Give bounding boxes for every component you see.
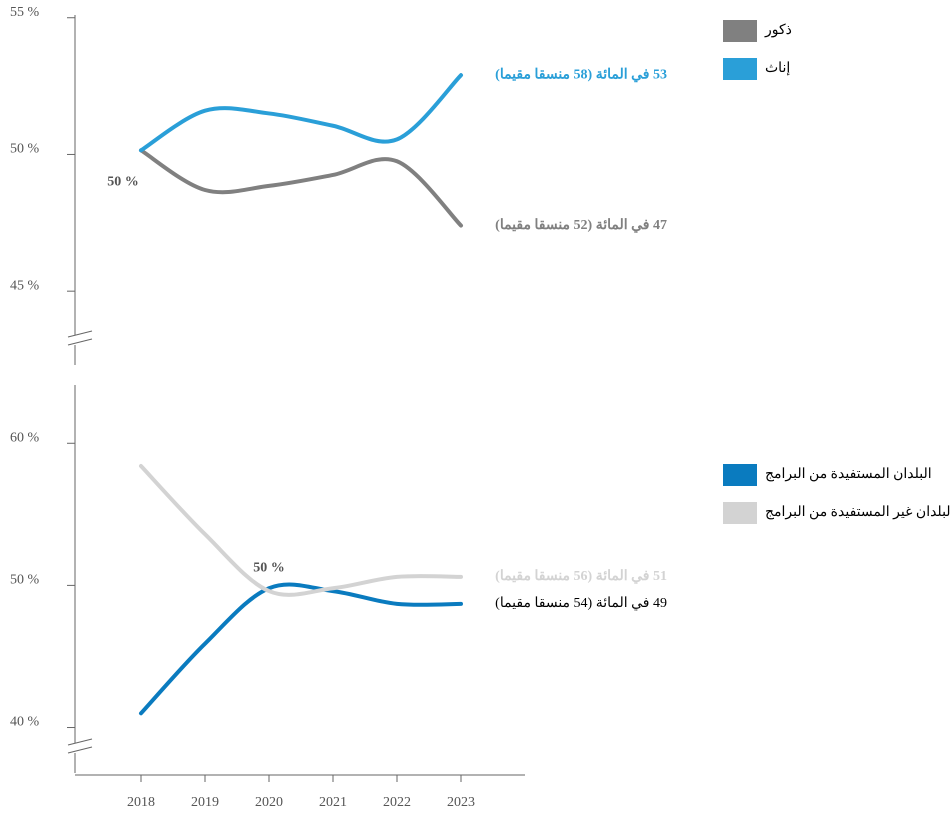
annotation: 50 % bbox=[253, 560, 285, 575]
legend-label: ذكور bbox=[764, 23, 792, 38]
y-tick-label: 40 % bbox=[10, 715, 40, 730]
axis-break bbox=[67, 330, 93, 338]
axis-break bbox=[67, 738, 93, 746]
legend-swatch bbox=[723, 58, 757, 80]
y-tick-label: 50 % bbox=[10, 573, 40, 588]
end-label: 47 في المائة (52 منسقا مقيما) bbox=[495, 218, 667, 233]
y-tick-label: 60 % bbox=[10, 430, 40, 445]
x-tick-label: 2019 bbox=[191, 795, 219, 810]
legend-label: البلدان غير المستفيدة من البرامج bbox=[765, 505, 951, 520]
legend-label: إناث bbox=[765, 61, 790, 76]
y-tick-label: 50 % bbox=[10, 142, 40, 157]
end-label: 51 في المائة (56 منسقا مقيما) bbox=[495, 569, 667, 584]
x-tick-label: 2020 bbox=[255, 795, 283, 810]
end-label: 53 في المائة (58 منسقا مقيما) bbox=[495, 67, 667, 82]
line bbox=[139, 582, 463, 716]
line bbox=[139, 73, 463, 153]
line bbox=[139, 464, 463, 597]
annotation: 50 % bbox=[107, 175, 139, 190]
legend-label: البلدان المستفيدة من البرامج bbox=[765, 467, 932, 482]
y-tick-label: 55 % bbox=[10, 5, 40, 20]
legend-swatch bbox=[723, 464, 757, 486]
x-tick-label: 2022 bbox=[383, 795, 411, 810]
y-tick-label: 45 % bbox=[10, 278, 40, 293]
axis-break bbox=[67, 746, 93, 754]
x-tick-label: 2021 bbox=[319, 795, 347, 810]
legend-swatch bbox=[723, 502, 757, 524]
x-tick-label: 2018 bbox=[127, 795, 155, 810]
end-label: 49 في المائة (54 منسقا مقيما) bbox=[495, 596, 667, 611]
x-tick-label: 2023 bbox=[447, 795, 475, 810]
axis-break bbox=[67, 338, 93, 346]
line bbox=[139, 148, 463, 228]
legend-swatch bbox=[723, 20, 757, 42]
